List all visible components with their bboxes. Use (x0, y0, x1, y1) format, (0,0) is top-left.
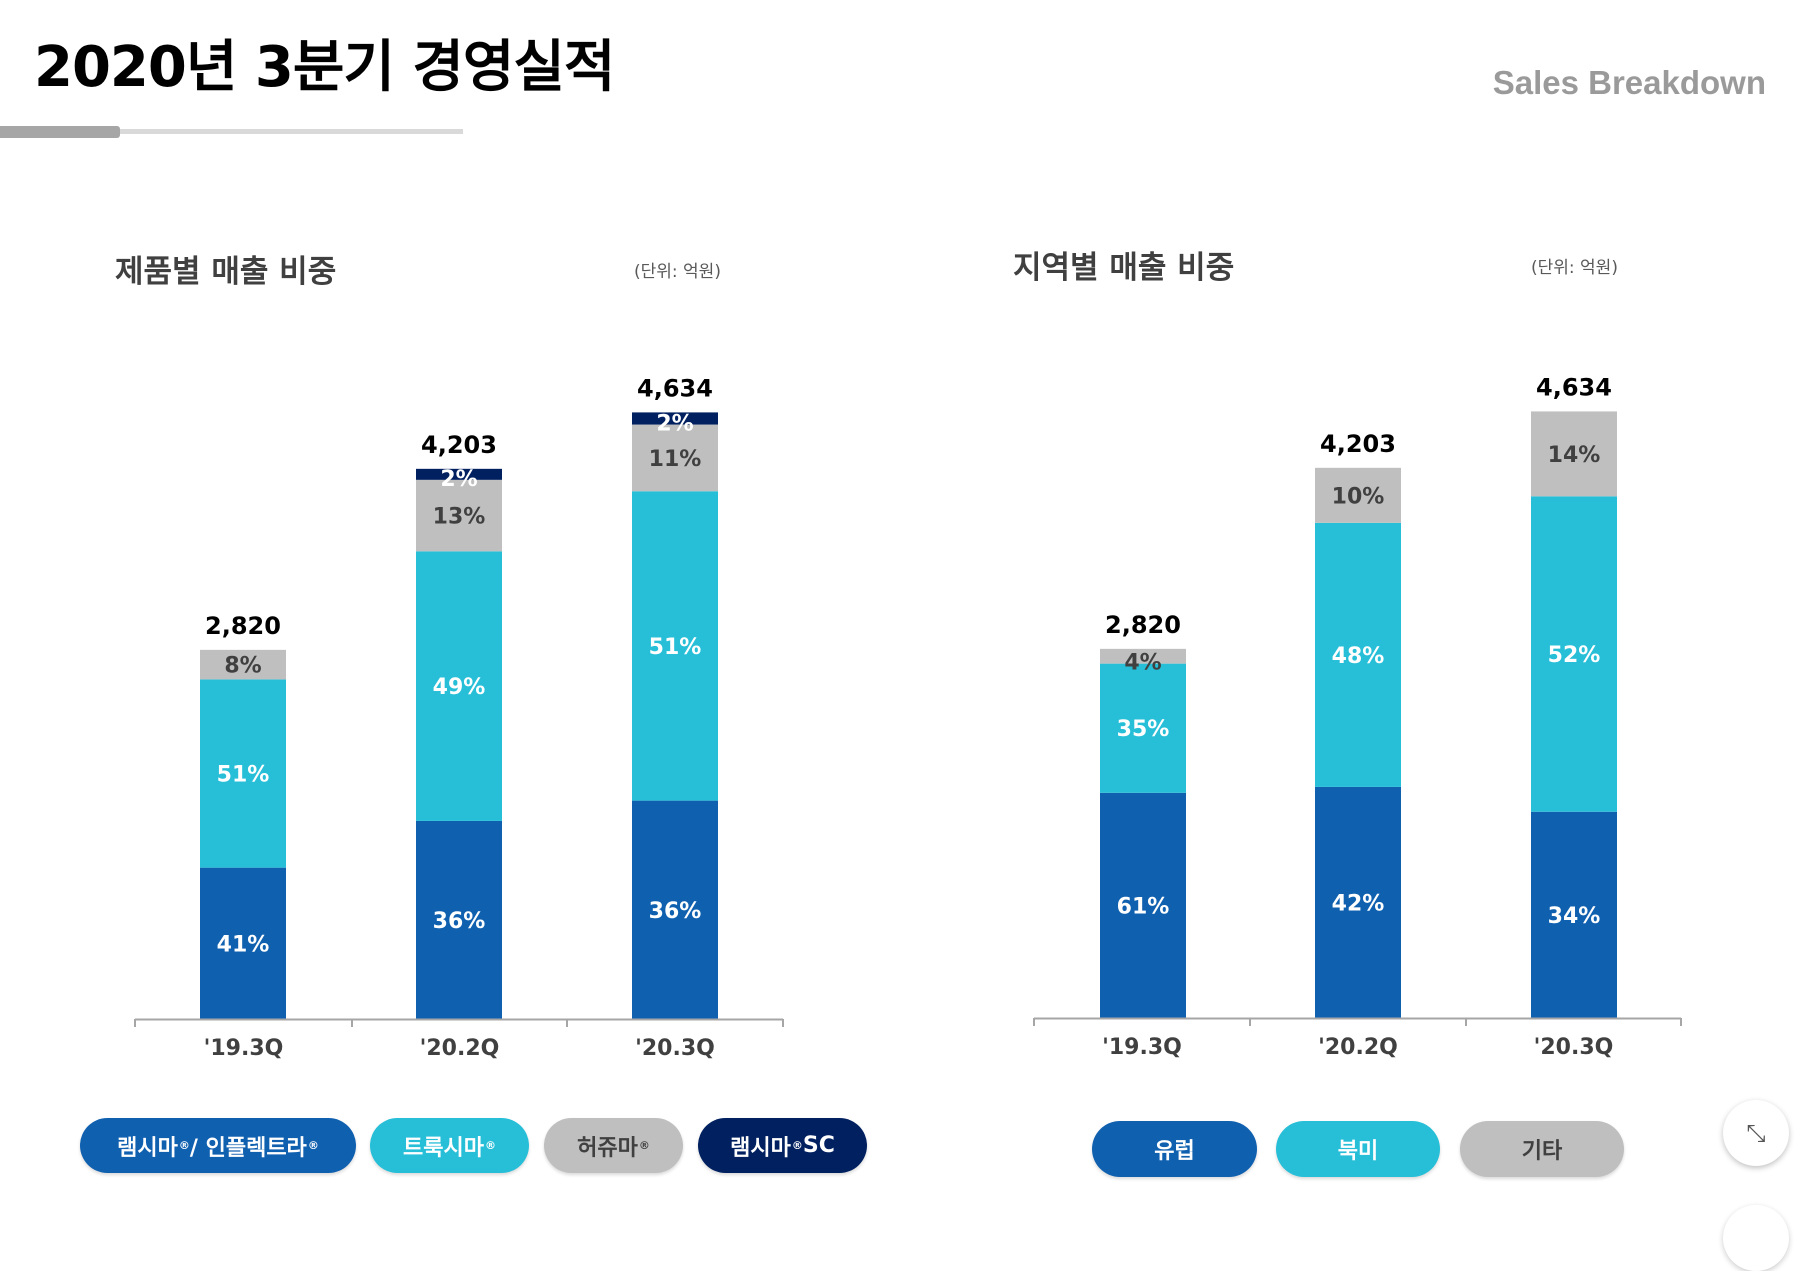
legend-label: SC (802, 1133, 835, 1158)
collapse-icon: ⤡ (1746, 1119, 1766, 1147)
legend-label: 기타 (1521, 1139, 1563, 1164)
legend-label: 램시마 (117, 1135, 178, 1161)
legend-item: 기타 (1460, 1121, 1624, 1177)
product-sales-chart: 41% 51% 8% 2,820 '19.3Q 36% 49% 13% 2% 4,203 '20.2… (134, 374, 784, 1061)
legend-label: / 인플렉트라 (189, 1135, 307, 1161)
x-tick-label: '20.2Q (420, 1036, 500, 1061)
bar-segment (632, 491, 718, 801)
legend-item: 램시마 ® / 인플렉트라 ® (80, 1118, 356, 1173)
data-label: 2% (656, 412, 693, 437)
bar-segment (416, 468, 502, 480)
page-title: 2020년 3분기 경영실적 (34, 35, 615, 100)
data-label: 41% (217, 932, 270, 957)
x-tick-label: '19.3Q (204, 1036, 284, 1061)
chart-title-region: 지역별 매출 비중 (1013, 250, 1235, 286)
data-label: 49% (433, 675, 486, 700)
data-label: 2% (440, 467, 477, 492)
legend-item: 허쥬마 ® (544, 1118, 683, 1173)
legend-label: 유럽 (1154, 1139, 1195, 1164)
legend-label: 트룩시마 (403, 1135, 484, 1161)
data-label: 36% (649, 899, 702, 924)
legend-label: 허쥬마 (577, 1135, 638, 1161)
legend-item: 유럽 (1092, 1121, 1257, 1177)
unit-label-product: (단위: 억원) (634, 262, 721, 282)
title-underline (120, 129, 463, 134)
bar-segment (200, 649, 286, 680)
registered-mark: ® (484, 1139, 496, 1152)
bar-segment (200, 679, 286, 868)
bar-segment (632, 412, 718, 425)
data-label: 11% (649, 447, 702, 472)
bar-segment (416, 479, 502, 552)
data-label: 51% (217, 763, 270, 788)
unit-label-region: (단위: 억원) (1531, 258, 1618, 278)
legend-label: 램시마 (730, 1135, 791, 1161)
legend-label: 북미 (1337, 1139, 1379, 1164)
total-label: 4,634 (637, 374, 713, 402)
data-label: 13% (433, 505, 486, 530)
bar-segment (632, 800, 718, 1019)
legend-item: 트룩시마 ® (370, 1118, 529, 1173)
floating-button[interactable] (1723, 1205, 1789, 1271)
chart-title-product: 제품별 매출 비중 (115, 254, 337, 290)
title-underline-accent (0, 126, 120, 138)
x-tick-label: '20.3Q (635, 1036, 715, 1061)
data-label: 8% (224, 654, 261, 679)
bar-segment (632, 424, 718, 492)
data-label: 51% (649, 635, 702, 660)
total-label: 2,820 (205, 612, 281, 640)
exit-fullscreen-button[interactable]: ⤡ (1723, 1100, 1789, 1166)
bar-segment (416, 551, 502, 821)
bar-segment (200, 867, 286, 1019)
registered-mark: ® (638, 1139, 650, 1152)
data-label: 36% (433, 909, 486, 934)
section-label: Sales Breakdown (1492, 64, 1766, 101)
total-label: 4,203 (421, 431, 497, 459)
legend-item: 북미 (1276, 1121, 1440, 1177)
bar-segment (416, 820, 502, 1019)
registered-mark: ® (178, 1139, 190, 1152)
legend-item: 램시마 ® SC (698, 1118, 867, 1173)
registered-mark: ® (791, 1139, 803, 1152)
registered-mark: ® (307, 1139, 319, 1152)
